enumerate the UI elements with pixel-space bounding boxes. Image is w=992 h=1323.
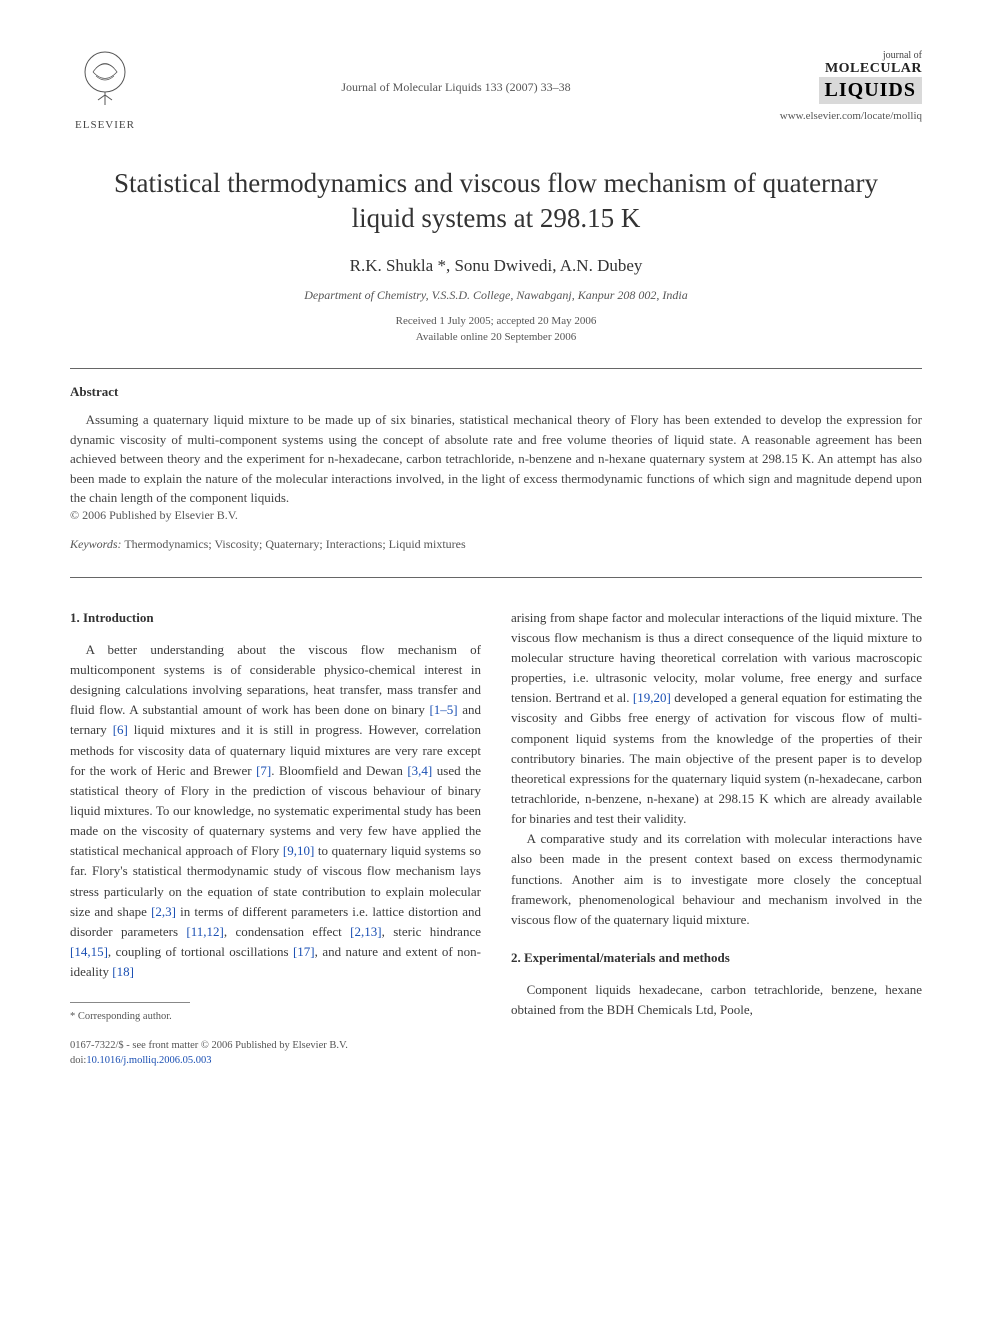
body-columns: 1. Introduction A better understanding a…: [70, 608, 922, 1069]
issn-line: 0167-7322/$ - see front matter © 2006 Pu…: [70, 1039, 481, 1054]
journal-logo-line2: MOLECULAR: [772, 61, 922, 77]
column-left: 1. Introduction A better understanding a…: [70, 608, 481, 1069]
section-1-heading: 1. Introduction: [70, 608, 481, 628]
citation[interactable]: [1–5]: [429, 702, 457, 717]
keywords-label: Keywords:: [70, 537, 122, 551]
corresponding-author-footnote: * Corresponding author.: [70, 1009, 481, 1025]
page-header: ELSEVIER Journal of Molecular Liquids 13…: [70, 50, 922, 131]
elsevier-tree-icon: [78, 50, 133, 110]
article-title: Statistical thermodynamics and viscous f…: [110, 166, 882, 236]
citation[interactable]: [3,4]: [407, 763, 432, 778]
citation[interactable]: [9,10]: [283, 843, 314, 858]
journal-page: ELSEVIER Journal of Molecular Liquids 13…: [0, 0, 992, 1119]
citation[interactable]: [11,12]: [186, 924, 223, 939]
citation[interactable]: [17]: [293, 944, 315, 959]
intro-paragraph-2: A comparative study and its correlation …: [511, 829, 922, 930]
date-received: Received 1 July 2005; accepted 20 May 20…: [70, 315, 922, 327]
footer-meta: 0167-7322/$ - see front matter © 2006 Pu…: [70, 1039, 481, 1068]
journal-reference: Journal of Molecular Liquids 133 (2007) …: [140, 50, 772, 95]
divider-top: [70, 368, 922, 369]
abstract-copyright: © 2006 Published by Elsevier B.V.: [70, 508, 922, 523]
publisher-name: ELSEVIER: [70, 119, 140, 131]
journal-logo-line1: journal of: [772, 50, 922, 61]
intro-paragraph: A better understanding about the viscous…: [70, 640, 481, 982]
journal-logo: journal of MOLECULAR LIQUIDS www.elsevie…: [772, 50, 922, 122]
methods-paragraph: Component liquids hexadecane, carbon tet…: [511, 980, 922, 1020]
citation[interactable]: [18]: [112, 964, 134, 979]
citation[interactable]: [2,13]: [350, 924, 381, 939]
intro-continuation: arising from shape factor and molecular …: [511, 608, 922, 830]
affiliation: Department of Chemistry, V.S.S.D. Colleg…: [70, 288, 922, 303]
citation[interactable]: [2,3]: [151, 904, 176, 919]
footnote-rule: [70, 1002, 190, 1003]
keywords: Keywords: Thermodynamics; Viscosity; Qua…: [70, 537, 922, 552]
citation[interactable]: [7]: [256, 763, 271, 778]
author-list: R.K. Shukla *, Sonu Dwivedi, A.N. Dubey: [70, 256, 922, 276]
section-2-heading: 2. Experimental/materials and methods: [511, 948, 922, 968]
doi-link[interactable]: 10.1016/j.molliq.2006.05.003: [86, 1055, 211, 1066]
abstract-text: Assuming a quaternary liquid mixture to …: [70, 410, 922, 508]
column-right: arising from shape factor and molecular …: [511, 608, 922, 1069]
divider-bottom: [70, 577, 922, 578]
citation[interactable]: [19,20]: [633, 690, 671, 705]
publisher-logo: ELSEVIER: [70, 50, 140, 131]
date-online: Available online 20 September 2006: [70, 331, 922, 343]
citation[interactable]: [14,15]: [70, 944, 108, 959]
keywords-text: Thermodynamics; Viscosity; Quaternary; I…: [122, 537, 466, 551]
abstract-heading: Abstract: [70, 384, 922, 400]
doi-line: doi:10.1016/j.molliq.2006.05.003: [70, 1054, 481, 1069]
journal-logo-line3: LIQUIDS: [819, 77, 922, 104]
citation[interactable]: [6]: [113, 722, 128, 737]
journal-url: www.elsevier.com/locate/molliq: [772, 110, 922, 122]
